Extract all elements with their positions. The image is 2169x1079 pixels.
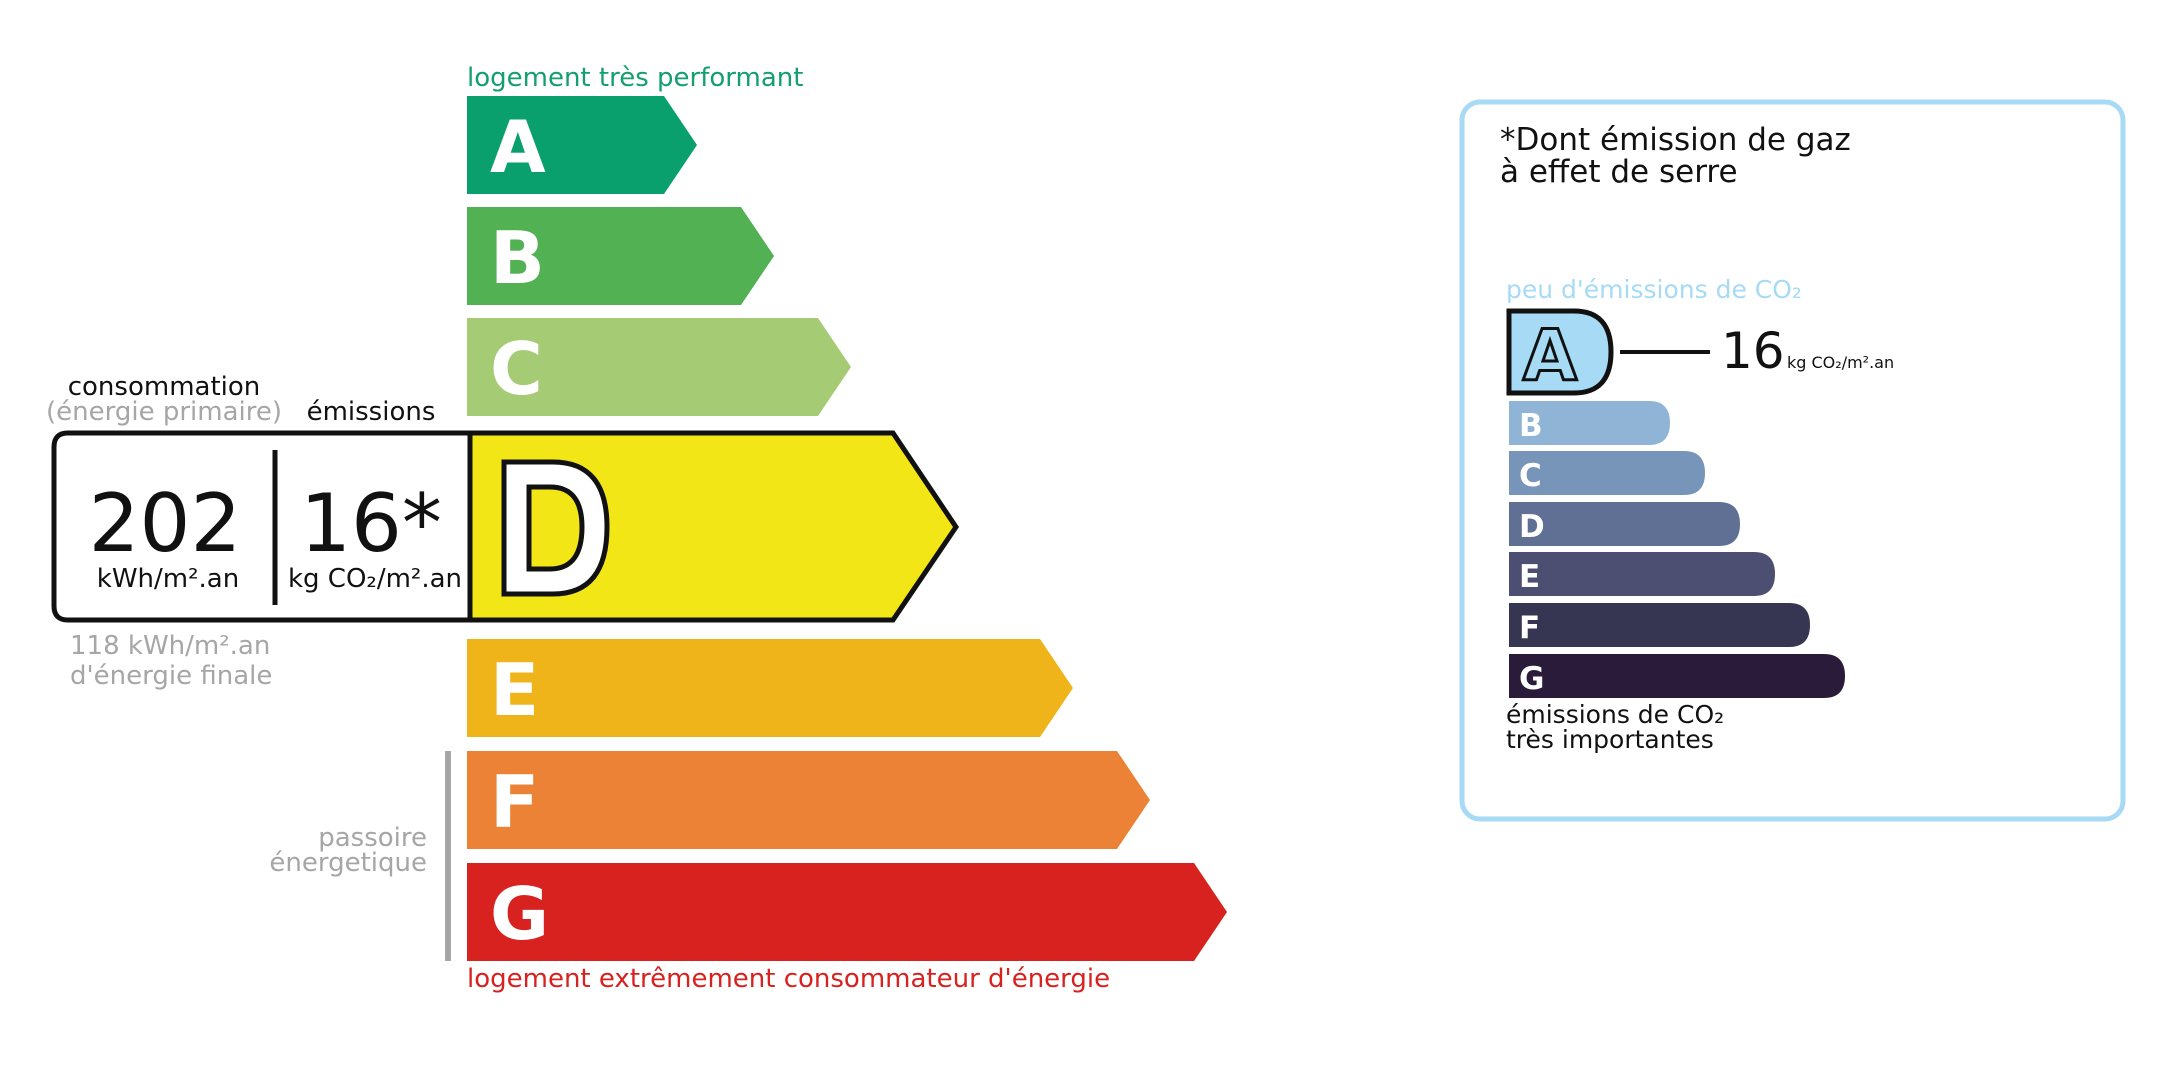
energy-bar-c: C — [467, 318, 851, 416]
energy-bar-e-shape — [467, 639, 1073, 737]
ges-title-line2: à effet de serre — [1500, 154, 1738, 190]
ges-bar-b: B — [1509, 401, 1670, 445]
ges-unit: kg CO₂/m².an — [1787, 353, 1894, 372]
consumption-unit: kWh/m².an — [97, 564, 239, 594]
energy-bar-g-shape — [467, 863, 1227, 961]
energy-bar-a-letter: A — [490, 105, 546, 189]
ges-value: 16 — [1721, 322, 1785, 380]
passoire-label-line1: passoire — [318, 823, 427, 853]
energy-bar-c-shape — [467, 318, 851, 416]
ges-top-label: peu d'émissions de CO₂ — [1506, 275, 1802, 304]
energy-bar-a-shape — [467, 96, 697, 194]
emissions-unit: kg CO₂/m².an — [288, 564, 462, 594]
energy-bar-e: E — [467, 639, 1073, 737]
ges-bar-f: F — [1509, 603, 1810, 647]
ges-bottom-label-line1: émissions de CO₂ — [1506, 700, 1724, 729]
ges-bar-g-letter: G — [1519, 661, 1544, 697]
energy-bottom-label: logement extrêmement consommateur d'éner… — [467, 964, 1110, 994]
energy-bar-f-letter: F — [490, 760, 539, 844]
energy-bar-g-letter: G — [490, 872, 549, 956]
ges-bar-f-shape — [1509, 603, 1810, 647]
final-energy-label: d'énergie finale — [70, 661, 272, 691]
energy-top-label: logement très performant — [467, 63, 803, 93]
consumption-value: 202 — [89, 477, 242, 570]
consumption-subheader: (énergie primaire) — [46, 397, 282, 427]
ges-title-line1: *Dont émission de gaz — [1500, 122, 1851, 158]
energy-bar-g: G — [467, 863, 1227, 961]
energy-bar-c-letter: C — [490, 327, 543, 411]
consumption-header: consommation — [68, 372, 261, 402]
energy-bar-a: A — [467, 96, 697, 194]
ges-bar-e-shape — [1509, 552, 1775, 596]
energy-bar-b: B — [467, 207, 774, 305]
ges-bar-d-shape — [1509, 502, 1740, 546]
emissions-value: 16* — [300, 477, 442, 570]
energy-bar-f: F — [467, 751, 1150, 849]
energy-bar-e-letter: E — [490, 648, 539, 732]
energy-bar-d-letter-shape — [501, 459, 610, 597]
final-energy-value: 118 kWh/m².an — [70, 631, 270, 661]
ges-bar-b-shape — [1509, 401, 1670, 445]
passoire-label-line2: énergetique — [269, 848, 427, 878]
ges-bar-a-letter: A — [1523, 315, 1577, 397]
ges-bar-b-letter: B — [1519, 408, 1543, 444]
energy-bar-b-shape — [467, 207, 774, 305]
ges-bar-g-shape — [1509, 654, 1845, 698]
emissions-header: émissions — [307, 397, 436, 427]
ges-bar-a-active: A 16 kg CO₂/m².an — [1506, 308, 1894, 399]
ges-bar-e-letter: E — [1519, 559, 1540, 595]
energy-value-box — [51, 430, 473, 623]
ges-bar-d: D — [1509, 502, 1740, 546]
ges-bar-g: G — [1509, 654, 1845, 698]
ges-bar-a-shape — [1506, 308, 1614, 396]
ges-bar-c-letter: C — [1519, 458, 1542, 494]
energy-bar-f-shape — [467, 751, 1150, 849]
ges-bar-e: E — [1509, 552, 1775, 596]
ges-bar-d-letter: D — [1519, 509, 1545, 545]
energy-active-row: 202 kWh/m².an 16* kg CO₂/m².an — [51, 430, 960, 623]
ges-bar-c-shape — [1509, 451, 1705, 495]
energy-bar-b-letter: B — [490, 216, 545, 300]
ges-bar-c: C — [1509, 451, 1705, 495]
ges-bar-f-letter: F — [1519, 610, 1540, 646]
ges-bottom-label-line2: très importantes — [1506, 725, 1714, 754]
